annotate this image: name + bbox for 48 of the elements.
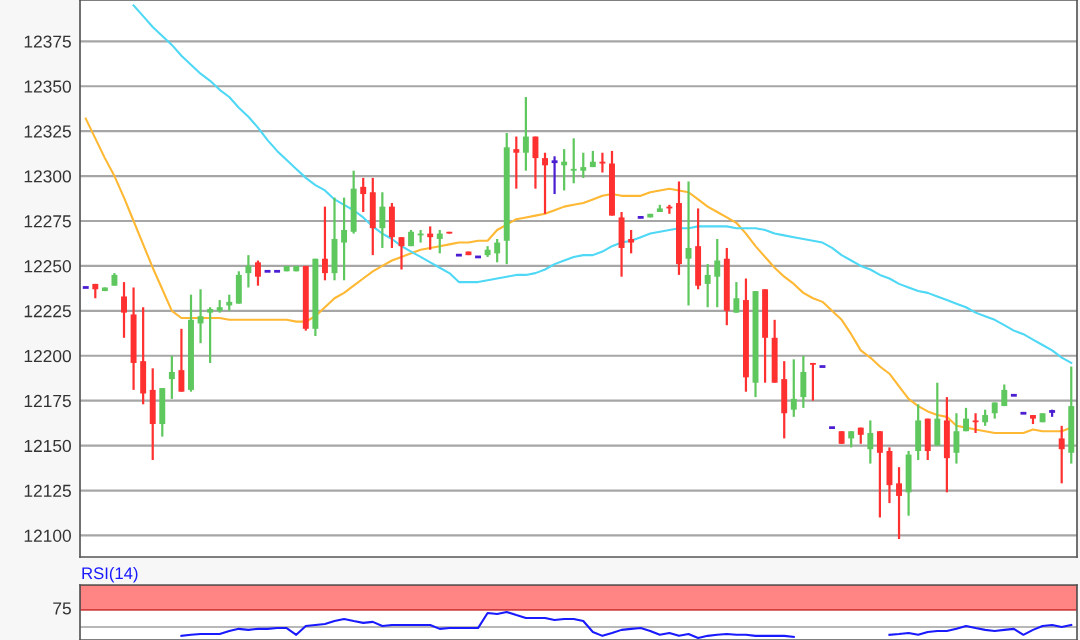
candlestick: [972, 412, 979, 435]
candlestick: [522, 95, 529, 172]
candlestick: [245, 254, 252, 289]
candlestick: [436, 228, 443, 255]
candlestick: [704, 263, 711, 309]
candlestick: [255, 259, 261, 287]
candlestick: [580, 151, 587, 179]
candlestick: [896, 466, 902, 541]
y-tick-label: 12300: [24, 170, 71, 183]
candlestick: [714, 237, 721, 309]
y-tick-label: 12100: [24, 529, 71, 542]
candlestick: [570, 137, 577, 185]
candlestick: [628, 228, 635, 255]
candlestick: [178, 327, 185, 393]
y-tick-label: 12250: [24, 260, 71, 273]
candlestick: [953, 412, 960, 465]
y-tick-label: 12350: [24, 80, 71, 93]
candlestick: [1058, 424, 1065, 485]
line-series: [132, 4, 1073, 364]
y-tick-label: 12275: [24, 215, 71, 228]
candlestick: [542, 151, 548, 215]
y-tick-label: 12200: [24, 349, 71, 363]
candlestick: [379, 191, 386, 250]
y-tick-label: 12150: [24, 439, 71, 453]
y-tick-label: 12375: [24, 35, 71, 48]
candlestick: [867, 419, 874, 465]
y-tick-label: 12125: [24, 484, 71, 497]
candlestick: [532, 135, 539, 190]
chart-title: RSI(14): [82, 566, 138, 583]
candlestick: [207, 306, 214, 365]
text: 75: [53, 602, 71, 615]
candlestick: [809, 361, 816, 402]
candlestick: [321, 205, 328, 282]
candlestick: [599, 151, 606, 174]
candlestick: [360, 176, 367, 214]
candlestick: [876, 430, 883, 519]
candlestick: [733, 280, 740, 314]
candlestick: [550, 155, 559, 196]
y-tick-label: 12175: [24, 394, 71, 408]
candlestick: [494, 237, 501, 264]
candlestick: [790, 358, 797, 418]
y-tick-label: 12325: [24, 125, 71, 138]
candlestick: [513, 135, 520, 190]
candlestick: [341, 196, 348, 282]
candlestick: [121, 280, 127, 339]
candlestick: [197, 288, 204, 345]
y-tick-label: 12225: [24, 305, 71, 318]
candlestick: [168, 354, 175, 400]
